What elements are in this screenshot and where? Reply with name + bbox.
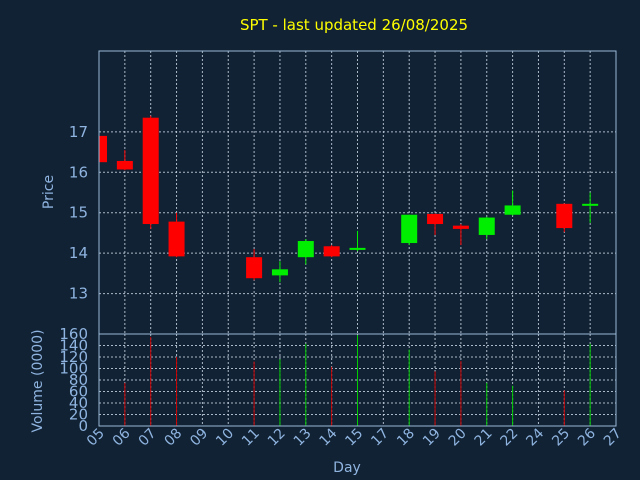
candle-body (271, 269, 288, 276)
volume-tick-label: 20 (69, 406, 88, 424)
price-axis-label: Price (41, 175, 57, 209)
price-tick-label: 15 (69, 204, 88, 222)
price-tick-label: 17 (69, 123, 88, 141)
x-axis-label: Day (333, 460, 361, 476)
candlesticks (98, 115, 599, 283)
price-tick-label: 14 (69, 244, 88, 262)
candle-body (323, 246, 340, 257)
candle-body (99, 135, 107, 163)
candle-body (504, 205, 521, 215)
candle-body (427, 213, 444, 225)
volume-tick-label: 60 (69, 383, 88, 401)
volume-panel-frame (98, 333, 617, 427)
price-tick-label: 16 (69, 163, 88, 181)
candle-body (142, 117, 159, 225)
candle-body (116, 160, 133, 170)
price-tick-labels: 13 14 15 16 17 (69, 123, 88, 303)
volume-tick-label: 80 (69, 371, 88, 389)
volume-tick-label: 160 (59, 325, 88, 343)
volume-tick-label: 0 (78, 417, 88, 435)
candle-body (168, 221, 185, 257)
candle-body (297, 241, 314, 258)
volume-tick-label: 120 (59, 348, 88, 366)
candle-body (452, 225, 469, 229)
candle-body (246, 257, 263, 279)
price-tick-label: 13 (69, 285, 88, 303)
volume-axis-label: Volume (0000) (30, 329, 46, 432)
candle-body (349, 247, 366, 250)
volume-tick-label: 140 (59, 337, 88, 355)
candle-body (401, 214, 418, 244)
candle-body (556, 203, 573, 229)
candle-body (582, 203, 599, 206)
volume-tick-label: 40 (69, 394, 88, 412)
volume-tick-label: 100 (59, 360, 88, 378)
volume-bars (124, 335, 591, 426)
chart-title: SPT - last updated 26/08/2025 (240, 16, 468, 34)
candle-body (478, 217, 495, 235)
